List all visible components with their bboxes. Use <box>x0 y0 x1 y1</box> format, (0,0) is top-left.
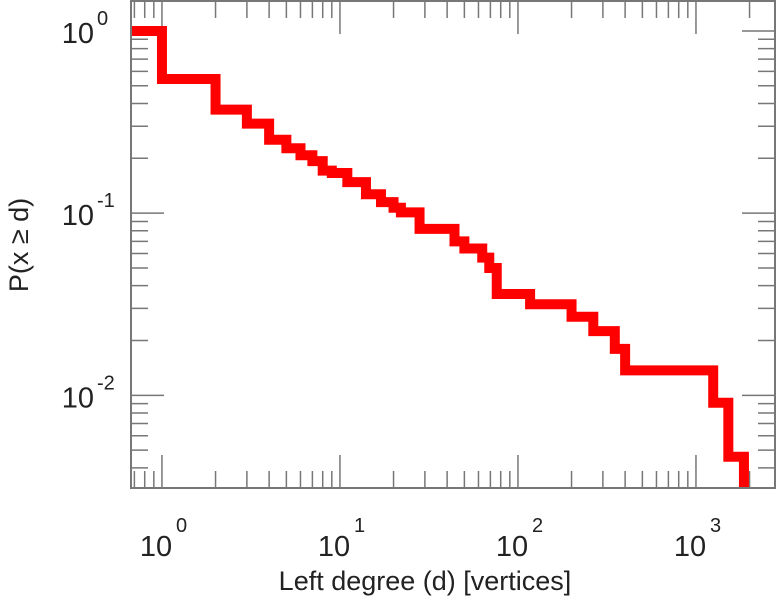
x-tick-label-exponent: 0 <box>176 515 187 537</box>
y-tick-label: 10 <box>62 382 94 414</box>
x-tick-label: 10 <box>140 531 172 563</box>
x-tick-label: 10 <box>496 531 528 563</box>
y-axis-label: P(x ≥ d) <box>4 198 34 292</box>
y-tick-label-exponent: 0 <box>97 8 108 30</box>
x-axis-label: Left degree (d) [vertices] <box>279 566 572 596</box>
y-tick-label: 10 <box>62 200 94 232</box>
y-tick-label: 10 <box>62 18 94 50</box>
axis-ticks <box>131 1 775 488</box>
x-tick-label-exponent: 2 <box>532 515 543 537</box>
x-tick-label: 10 <box>674 531 706 563</box>
plot-frame <box>130 0 776 489</box>
x-tick-label: 10 <box>318 531 350 563</box>
series-line-ccdf <box>131 25 749 488</box>
y-tick-label-exponent: -2 <box>97 372 115 394</box>
x-tick-label-exponent: 1 <box>354 515 365 537</box>
x-tick-label-exponent: 3 <box>710 515 721 537</box>
y-tick-label-exponent: -1 <box>97 190 115 212</box>
